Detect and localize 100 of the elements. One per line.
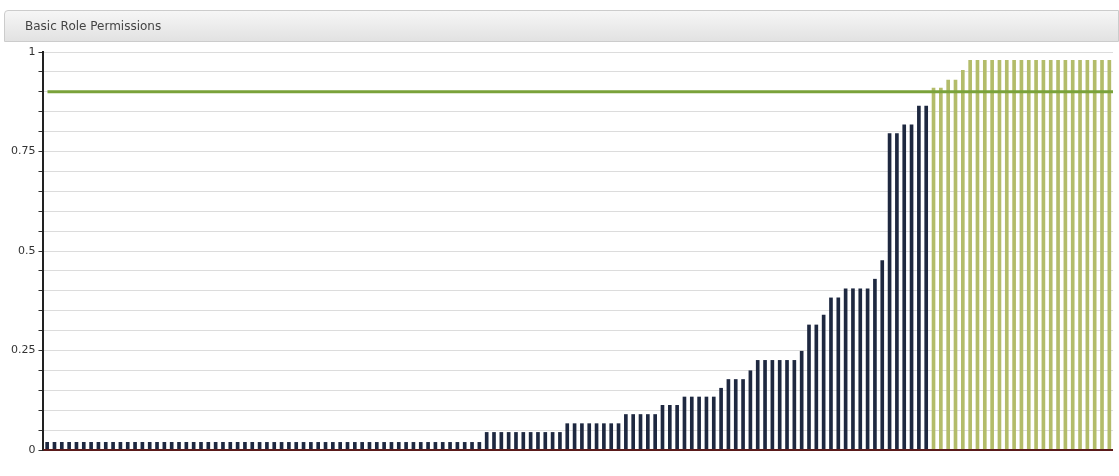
bar: [484, 432, 489, 450]
bar: [836, 297, 841, 450]
bar: [924, 105, 929, 450]
bar: [67, 442, 71, 450]
bar: [448, 442, 452, 450]
bar: [653, 414, 657, 450]
bar: [1004, 59, 1009, 450]
bar: [111, 442, 115, 450]
bar: [902, 124, 907, 450]
bar: [221, 442, 225, 450]
bar: [426, 442, 430, 450]
bar: [228, 442, 233, 450]
bar: [89, 442, 93, 450]
y-tick-label: 0.25: [10, 343, 36, 357]
bar: [521, 432, 526, 450]
bar: [675, 405, 679, 450]
bar: [814, 324, 819, 450]
bar: [360, 442, 364, 450]
y-tick-label: 0.5: [17, 243, 36, 257]
bar: [646, 414, 650, 450]
bar: [81, 442, 86, 450]
bar: [338, 442, 342, 450]
bar: [990, 59, 994, 450]
bar: [558, 432, 562, 450]
bar: [587, 423, 592, 450]
bar: [777, 360, 782, 450]
bar: [763, 360, 767, 450]
bar: [1056, 59, 1060, 450]
bar: [103, 442, 108, 450]
bar: [374, 442, 379, 450]
bar: [199, 442, 203, 450]
bar: [741, 379, 745, 450]
bar: [536, 432, 540, 450]
bar: [499, 432, 504, 450]
bar: [206, 442, 211, 450]
bar: [272, 442, 277, 450]
bar: [514, 432, 518, 450]
bar: [155, 442, 159, 450]
bar: [1100, 59, 1104, 450]
bar: [1092, 59, 1097, 450]
bar: [946, 79, 951, 450]
bar: [858, 288, 863, 450]
bar: [331, 442, 335, 450]
bar: [609, 423, 614, 450]
bar: [982, 59, 987, 450]
bar: [243, 442, 247, 450]
bar: [309, 442, 313, 450]
bar: [1012, 59, 1016, 450]
bar: [880, 260, 885, 450]
bar: [602, 423, 606, 450]
bar: [287, 442, 291, 450]
bar: [294, 442, 299, 450]
bar: [624, 414, 628, 450]
bar: [59, 442, 64, 450]
bar: [1078, 59, 1082, 450]
bar: [711, 396, 716, 450]
bar: [169, 442, 174, 450]
bar: [755, 360, 760, 450]
y-tick-label: 1: [28, 44, 36, 58]
bar: [939, 87, 943, 450]
bar: [543, 432, 548, 450]
bar: [177, 442, 181, 450]
bar: [580, 423, 584, 450]
bar: [1048, 59, 1053, 450]
bar: [147, 442, 152, 450]
bar: [125, 442, 130, 450]
bar: [961, 69, 965, 450]
bar: [719, 387, 723, 450]
bar: [631, 414, 636, 450]
bar: [352, 442, 357, 450]
bar: [382, 442, 386, 450]
bar: [917, 105, 921, 450]
bar: [133, 442, 137, 450]
bar: [396, 442, 401, 450]
bar: [733, 379, 738, 450]
bar: [470, 442, 474, 450]
bar: [697, 396, 701, 450]
y-tick-label: 0: [28, 442, 36, 456]
bar: [1026, 59, 1031, 450]
bar: [667, 405, 672, 450]
bar: [785, 360, 789, 450]
y-tick-label: 0.75: [10, 144, 36, 158]
bar: [851, 288, 855, 450]
bar: [873, 278, 877, 450]
bar: [265, 442, 269, 450]
bar: [316, 442, 321, 450]
bar: [1070, 59, 1075, 450]
bar: [492, 432, 496, 450]
bar: [1034, 59, 1038, 450]
bar: [404, 442, 408, 450]
bar: [45, 442, 49, 450]
bar: [440, 442, 445, 450]
bar: [565, 423, 570, 450]
bar: [807, 324, 811, 450]
bar: [250, 442, 255, 450]
bar: [829, 297, 833, 450]
bar: [418, 442, 423, 450]
bar: [689, 396, 694, 450]
chart-title: Basic Role Permissions: [4, 10, 1119, 42]
bar: [799, 350, 804, 450]
